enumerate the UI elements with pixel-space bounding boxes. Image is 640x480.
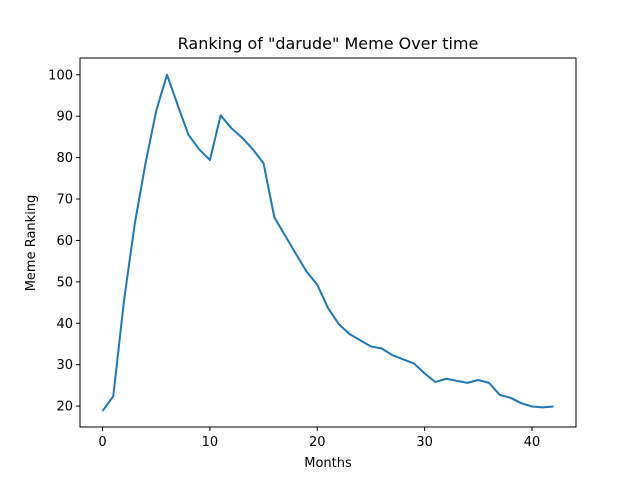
y-tick-label: 80 <box>56 151 73 166</box>
y-axis-label: Meme Ranking <box>24 195 39 292</box>
y-tick-label: 30 <box>56 358 73 373</box>
y-axis-ticks: 20 30 40 50 60 70 80 90 100 <box>48 68 80 415</box>
y-tick-label: 70 <box>56 193 73 208</box>
x-tick-label: 30 <box>416 435 433 450</box>
x-axis-ticks: 0 10 20 30 40 <box>98 427 540 450</box>
chart-title: Ranking of "darude" Meme Over time <box>178 34 479 53</box>
x-tick-label: 0 <box>98 435 106 450</box>
y-tick-label: 40 <box>56 317 73 332</box>
series-line-0 <box>101 73 554 412</box>
y-tick-label: 60 <box>56 234 73 249</box>
x-tick-label: 20 <box>309 435 326 450</box>
y-tick-label: 20 <box>56 400 73 415</box>
plot-frame <box>79 57 577 428</box>
x-axis-label: Months <box>304 456 352 471</box>
y-tick-label: 90 <box>56 110 73 125</box>
y-tick-label: 100 <box>48 68 73 83</box>
x-tick-label: 40 <box>524 435 541 450</box>
x-tick-label: 10 <box>202 435 219 450</box>
plot-area <box>101 73 554 412</box>
y-tick-label: 50 <box>56 275 73 290</box>
